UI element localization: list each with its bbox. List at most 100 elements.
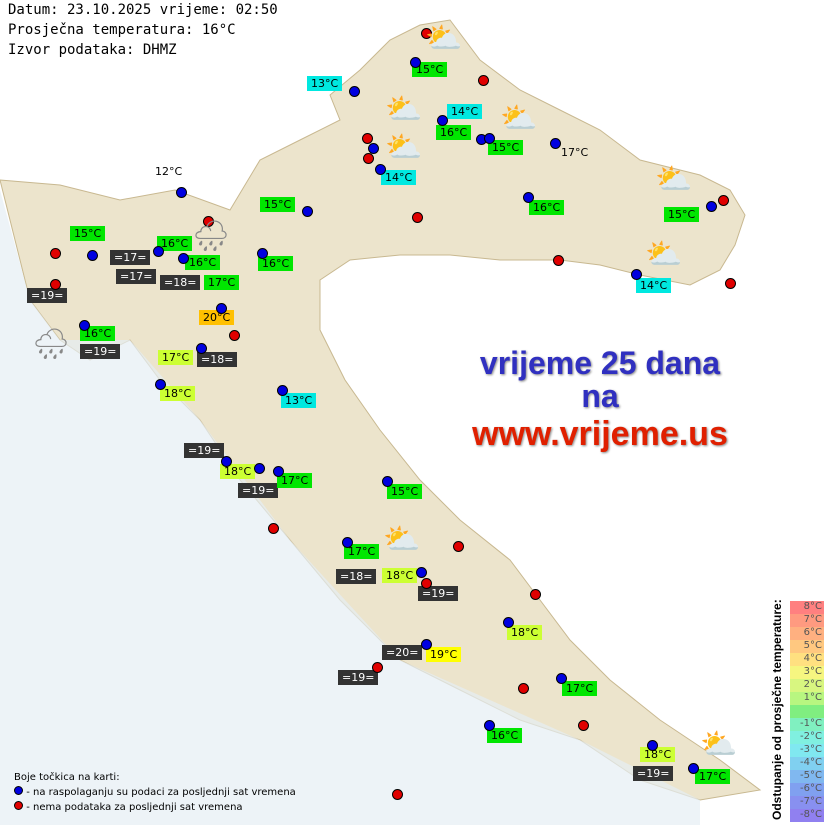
- partly-cloudy-night-icon: ⛅: [655, 162, 693, 197]
- station-temperature-label: 16°C: [258, 256, 294, 271]
- scale-step: 1°C: [790, 692, 824, 705]
- station-dot-available[interactable]: [421, 639, 432, 650]
- station-dot-available[interactable]: [153, 246, 164, 257]
- station-temperature-label: 14°C: [636, 278, 672, 293]
- station-dot-missing[interactable]: [50, 248, 61, 259]
- scale-step: 3°C: [790, 666, 824, 679]
- station-dot-available[interactable]: [196, 343, 207, 354]
- station-dot-missing[interactable]: [268, 523, 279, 534]
- station-temperature-label: 16°C: [436, 125, 472, 140]
- station-dot-missing[interactable]: [478, 75, 489, 86]
- station-temperature-label: 12°C: [155, 165, 183, 178]
- partly-cloudy-night-icon: ⛅: [500, 101, 538, 136]
- station-dot-available[interactable]: [155, 379, 166, 390]
- station-dot-available[interactable]: [302, 206, 313, 217]
- station-dot-available[interactable]: [257, 248, 268, 259]
- station-dot-available[interactable]: [556, 673, 567, 684]
- legend-red: - nema podataka za posljednji sat vremen…: [26, 802, 243, 813]
- station-dot-available[interactable]: [688, 763, 699, 774]
- station-dot-missing[interactable]: [50, 279, 61, 290]
- dot-legend: Boje točkica na karti: - na raspolaganju…: [14, 770, 296, 815]
- station-dot-missing[interactable]: [362, 133, 373, 144]
- station-temperature-label: =19=: [338, 670, 379, 685]
- station-temperature-label: 17°C: [561, 146, 589, 159]
- station-dot-available[interactable]: [176, 187, 187, 198]
- station-dot-available[interactable]: [484, 720, 495, 731]
- station-temperature-label: 17°C: [562, 681, 598, 696]
- station-temperature-label: 15°C: [412, 62, 448, 77]
- station-dot-available[interactable]: [631, 269, 642, 280]
- partly-cloudy-night-icon: ⛅: [425, 21, 463, 56]
- station-temperature-label: =19=: [27, 288, 68, 303]
- station-temperature-label: =17=: [116, 269, 157, 284]
- legend-blue: - na raspolaganju su podaci za posljednj…: [26, 787, 296, 798]
- station-temperature-label: 18°C: [220, 464, 256, 479]
- station-dot-available[interactable]: [273, 466, 284, 477]
- partly-cloudy-night-icon: ⛅: [700, 727, 738, 762]
- station-dot-available[interactable]: [368, 143, 379, 154]
- scale-step: 4°C: [790, 653, 824, 666]
- station-dot-available[interactable]: [277, 385, 288, 396]
- station-dot-available[interactable]: [484, 133, 495, 144]
- scale-step: 2°C: [790, 679, 824, 692]
- station-temperature-label: =19=: [633, 766, 674, 781]
- station-dot-missing[interactable]: [392, 789, 403, 800]
- scale-step: -8°C: [790, 809, 824, 822]
- station-dot-available[interactable]: [523, 192, 534, 203]
- red-dot-icon: [14, 801, 23, 810]
- station-dot-available[interactable]: [254, 463, 265, 474]
- station-dot-missing[interactable]: [421, 578, 432, 589]
- station-dot-available[interactable]: [87, 250, 98, 261]
- station-dot-available[interactable]: [550, 138, 561, 149]
- station-temperature-label: 17°C: [344, 544, 380, 559]
- station-dot-missing[interactable]: [553, 255, 564, 266]
- station-dot-missing[interactable]: [718, 195, 729, 206]
- station-dot-missing[interactable]: [518, 683, 529, 694]
- scale-step: -2°C: [790, 731, 824, 744]
- station-dot-available[interactable]: [349, 86, 360, 97]
- station-dot-missing[interactable]: [372, 662, 383, 673]
- blue-dot-icon: [14, 786, 23, 795]
- scale-step: -3°C: [790, 744, 824, 757]
- station-temperature-label: 18°C: [160, 386, 196, 401]
- station-temperature-label: 13°C: [307, 76, 343, 91]
- station-dot-available[interactable]: [79, 320, 90, 331]
- station-dot-available[interactable]: [410, 57, 421, 68]
- average-temperature: Prosječna temperatura: 16°C: [8, 22, 236, 38]
- station-dot-missing[interactable]: [578, 720, 589, 731]
- station-dot-available[interactable]: [375, 164, 386, 175]
- rain-cloud-icon: 🌧: [192, 219, 231, 254]
- station-dot-available[interactable]: [416, 567, 427, 578]
- station-dot-missing[interactable]: [203, 216, 214, 227]
- station-dot-missing[interactable]: [229, 330, 240, 341]
- station-dot-available[interactable]: [503, 617, 514, 628]
- partly-cloudy-night-icon: ⛅: [645, 237, 683, 272]
- station-dot-available[interactable]: [178, 253, 189, 264]
- station-temperature-label: 15°C: [387, 484, 423, 499]
- scale-step: 8°C: [790, 601, 824, 614]
- station-dot-available[interactable]: [221, 456, 232, 467]
- data-source: Izvor podataka: DHMZ: [8, 42, 177, 58]
- promo-link[interactable]: www.vrijeme.us: [472, 415, 728, 453]
- station-dot-missing[interactable]: [453, 541, 464, 552]
- promo-line-1: vrijeme 25 dana: [479, 345, 721, 381]
- station-temperature-label: =18=: [197, 352, 238, 367]
- station-dot-missing[interactable]: [363, 153, 374, 164]
- station-dot-available[interactable]: [437, 115, 448, 126]
- station-temperature-label: 16°C: [185, 255, 221, 270]
- station-dot-available[interactable]: [647, 740, 658, 751]
- station-temperature-label: =19=: [80, 344, 121, 359]
- station-dot-available[interactable]: [216, 303, 227, 314]
- station-temperature-label: 17°C: [277, 473, 313, 488]
- rain-cloud-icon: 🌧: [32, 327, 71, 362]
- station-temperature-label: 16°C: [80, 326, 116, 341]
- station-dot-missing[interactable]: [421, 28, 432, 39]
- station-dot-missing[interactable]: [412, 212, 423, 223]
- station-dot-missing[interactable]: [725, 278, 736, 289]
- station-dot-available[interactable]: [706, 201, 717, 212]
- station-dot-missing[interactable]: [530, 589, 541, 600]
- station-dot-available[interactable]: [342, 537, 353, 548]
- station-dot-available[interactable]: [382, 476, 393, 487]
- scale-step: 5°C: [790, 640, 824, 653]
